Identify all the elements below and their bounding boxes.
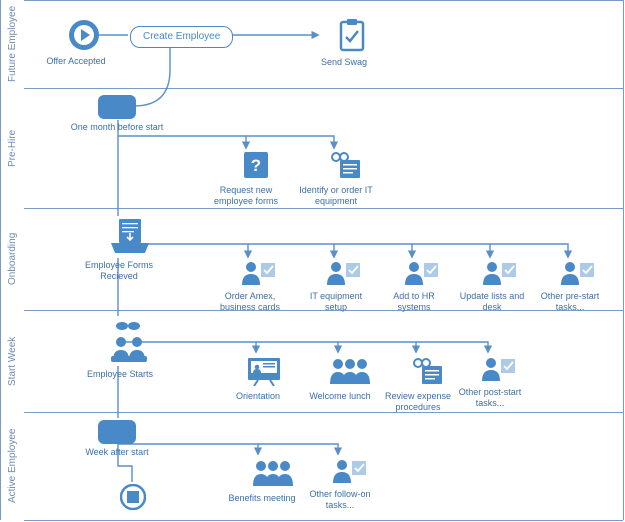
meeting-icon [107, 320, 151, 364]
node-label: Employee Forms Recieved [77, 260, 161, 281]
end-icon [120, 484, 146, 510]
node-it-setup: IT equipment setup [316, 260, 371, 312]
node-label: One month before start [67, 122, 167, 132]
node-label: Other follow-on tasks... [301, 489, 379, 510]
node-label: Send Swag [309, 57, 379, 67]
node-benefits-meeting: Benefits meeting [240, 458, 302, 504]
node-label: Orientation [223, 391, 293, 401]
node-add-hr: Add to HR systems [394, 260, 449, 312]
group-icon [326, 356, 370, 386]
play-icon [68, 19, 100, 51]
node-orientation: Orientation [238, 356, 293, 402]
lane-divider [24, 520, 623, 521]
svg-text:?: ? [251, 156, 261, 175]
node-one-month-before-start: One month before start [98, 95, 167, 132]
right-border [623, 0, 624, 520]
group-icon [249, 458, 293, 488]
node-send-swag: Send Swag [324, 18, 379, 68]
lane-label-active-employee: Active Employee [0, 412, 24, 520]
node-label: Review expense procedures [379, 391, 457, 412]
lane-divider [24, 208, 623, 209]
node-label: Week after start [77, 447, 157, 457]
node-label: Request new employee forms [208, 185, 284, 206]
lane-label-start-week: Start Week [0, 310, 24, 412]
search-doc-icon [326, 150, 366, 180]
node-label: Identify or order IT equipment [296, 185, 376, 206]
person-check-icon [324, 260, 364, 286]
person-check-icon [239, 260, 279, 286]
node-label: Update lists and desk [457, 291, 527, 312]
node-welcome-lunch: Welcome lunch [320, 356, 375, 402]
node-other-prestart: Other pre-start tasks... [550, 260, 605, 312]
node-label: Order Amex, business cards [212, 291, 288, 312]
lane-divider [24, 412, 623, 413]
lane-divider [24, 88, 623, 89]
person-check-icon [558, 260, 598, 286]
lane-label-future-employee: Future Employee [0, 0, 24, 88]
node-update-lists: Update lists and desk [472, 260, 527, 312]
lane-divider [24, 0, 623, 1]
node-identify-it-equipment: Identify or order IT equipment [316, 150, 376, 206]
node-label: Welcome lunch [305, 391, 375, 401]
question-doc-icon: ? [238, 150, 274, 180]
node-order-amex: Order Amex, business cards [230, 260, 288, 312]
person-check-icon [330, 458, 370, 484]
node-create-employee: Create Employee [130, 26, 233, 48]
node-other-followon: Other follow-on tasks... [320, 458, 379, 510]
search-doc-icon [408, 356, 448, 386]
node-employee-starts: Employee Starts [98, 320, 160, 380]
node-label: Other post-start tasks... [452, 387, 528, 408]
presentation-icon [246, 356, 286, 386]
node-label: Employee Starts [80, 369, 160, 379]
clipboard-check-icon [338, 18, 366, 52]
node-label: Offer Accepted [41, 56, 111, 66]
node-label: Benefits meeting [222, 493, 302, 503]
node-label: Other pre-start tasks... [535, 291, 605, 312]
rounded-rect-icon [98, 95, 136, 119]
node-label: IT equipment setup [301, 291, 371, 312]
inbox-doc-icon [109, 219, 151, 255]
node-review-expense: Review expense procedures [398, 356, 457, 412]
lane-label-onboarding: Onboarding [0, 208, 24, 310]
node-label: Add to HR systems [379, 291, 449, 312]
rounded-rect-icon [98, 420, 136, 444]
person-check-icon [480, 260, 520, 286]
node-other-poststart: Other post-start tasks... [470, 356, 528, 408]
node-offer-accepted: Offer Accepted [56, 19, 111, 67]
person-check-icon [402, 260, 442, 286]
flowchart-canvas: Future Employee Pre-Hire Onboarding Star… [0, 0, 625, 522]
pill-icon: Create Employee [130, 26, 233, 48]
node-request-forms: ? Request new employee forms [228, 150, 284, 206]
node-forms-received: Employee Forms Recieved [98, 219, 161, 281]
node-end [120, 484, 146, 512]
lane-label-pre-hire: Pre-Hire [0, 88, 24, 208]
node-week-after-start: Week after start [98, 420, 157, 457]
person-check-icon [479, 356, 519, 382]
